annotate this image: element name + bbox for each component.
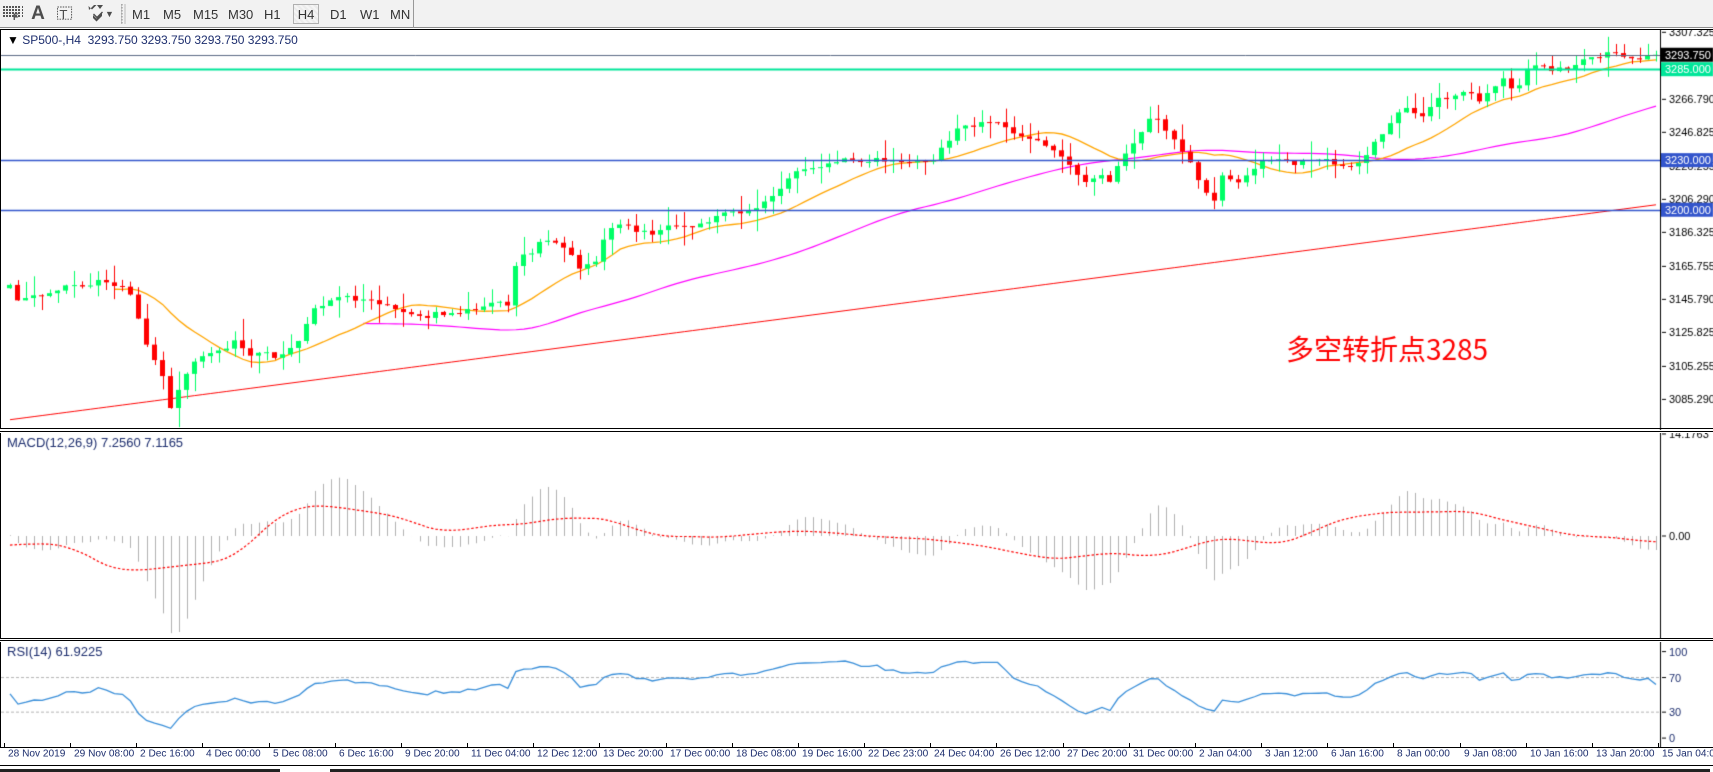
svg-text:T: T xyxy=(59,7,67,22)
